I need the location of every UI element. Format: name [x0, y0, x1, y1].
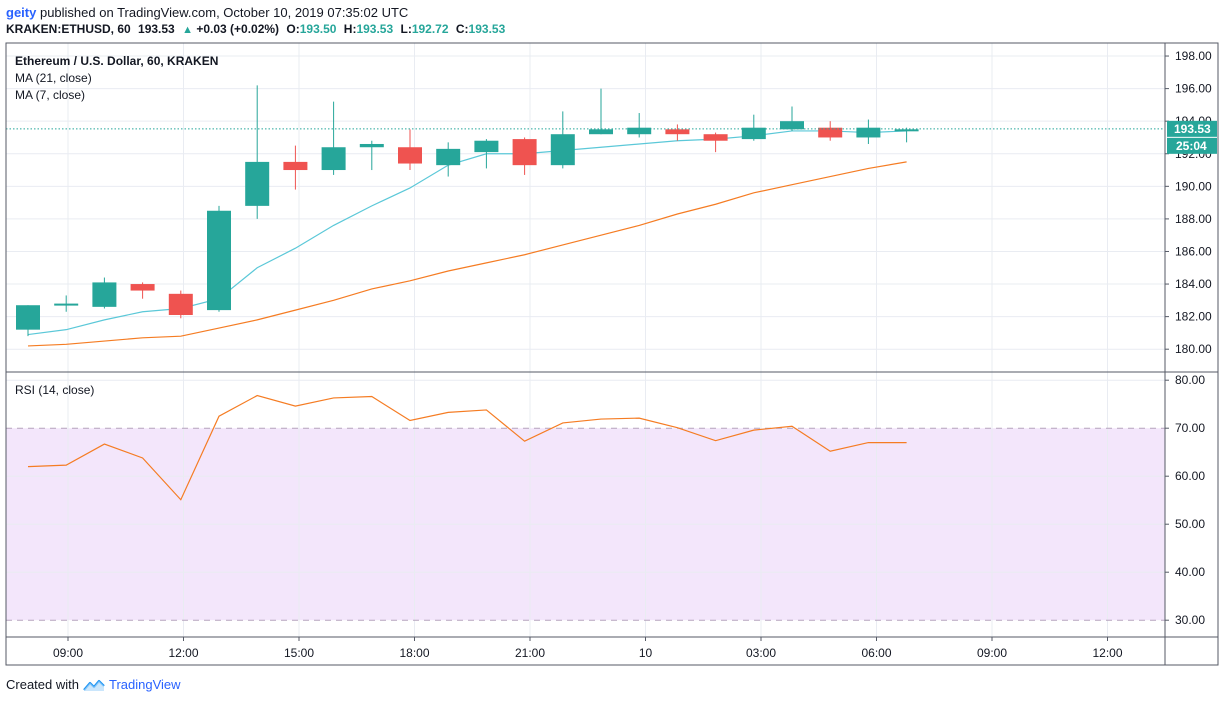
- chart-title: Ethereum / U.S. Dollar, 60, KRAKEN: [15, 54, 218, 68]
- tradingview-link[interactable]: TradingView: [108, 677, 181, 692]
- candle-body: [359, 143, 384, 148]
- open-label: O:: [286, 22, 300, 36]
- close-label: C:: [455, 22, 469, 36]
- candle-body: [818, 127, 843, 138]
- candle-body: [130, 284, 155, 291]
- time-tick-label: 21:00: [515, 646, 545, 660]
- candle-body: [16, 305, 40, 330]
- price-tick-label: 188.00: [1175, 212, 1212, 226]
- time-tick-label: 12:00: [1092, 646, 1122, 660]
- candle-body: [665, 129, 690, 135]
- ma21-line: [27, 161, 907, 347]
- rsi-tick-label: 70.00: [1175, 421, 1205, 435]
- chart-frame: [5, 42, 1219, 666]
- price-tick-label: 198.00: [1175, 49, 1212, 63]
- last-price-tag: [1167, 120, 1217, 137]
- candle-body: [54, 303, 79, 306]
- rsi-tick-label: 30.00: [1175, 613, 1205, 627]
- candle-body: [627, 127, 652, 135]
- candle-body: [436, 148, 461, 166]
- footer: Created with TradingView: [6, 677, 181, 692]
- time-tick-label: 09:00: [53, 646, 83, 660]
- candle-body: [550, 134, 575, 166]
- price-tick-label: 196.00: [1175, 82, 1212, 96]
- price-tick-label: 186.00: [1175, 244, 1212, 258]
- candle-body: [474, 140, 499, 153]
- last-price-tag-label: 193.53: [1174, 122, 1211, 136]
- ma21-legend: MA (21, close): [15, 71, 92, 85]
- price-tick-label: 184.00: [1175, 277, 1212, 291]
- time-tick-label: 12:00: [168, 646, 198, 660]
- up-arrow-icon: ▲: [182, 24, 193, 36]
- low-label: L:: [400, 22, 412, 36]
- ohlc-line: KRAKEN:ETHUSD, 60 193.53 ▲ +0.03 (+0.02%…: [6, 22, 505, 36]
- ma7-line: [27, 130, 907, 336]
- countdown-tag-label: 25:04: [1176, 139, 1207, 153]
- candle-body: [894, 129, 919, 132]
- candle-body: [321, 147, 346, 171]
- price-tick-label: 180.00: [1175, 342, 1212, 356]
- created-with-text: Created with: [6, 677, 79, 692]
- last-price: 193.53: [138, 22, 175, 36]
- candle-body: [703, 134, 728, 141]
- ma7-legend: MA (7, close): [15, 88, 85, 102]
- low-value: 192.72: [411, 22, 449, 36]
- time-tick-label: 10: [639, 646, 653, 660]
- change-value: +0.03 (+0.02%): [196, 22, 280, 36]
- candle-body: [512, 139, 537, 166]
- time-tick-label: 09:00: [977, 646, 1007, 660]
- tradingview-logo-icon: [83, 679, 105, 691]
- candle-body: [168, 293, 193, 315]
- close-value: 193.53: [468, 22, 506, 36]
- candle-body: [780, 121, 804, 130]
- time-tick-label: 18:00: [399, 646, 429, 660]
- publisher-name[interactable]: geity: [6, 5, 37, 20]
- rsi-legend: RSI (14, close): [15, 383, 94, 397]
- candle-body: [398, 147, 422, 164]
- candle-body: [92, 282, 117, 307]
- rsi-tick-label: 80.00: [1175, 373, 1205, 387]
- open-value: 193.50: [299, 22, 337, 36]
- candle-body: [245, 161, 270, 206]
- candle-body: [207, 210, 231, 311]
- candle-body: [283, 161, 308, 171]
- high-label: H:: [343, 22, 357, 36]
- price-tick-label: 190.00: [1175, 179, 1212, 193]
- countdown-tag: [1167, 137, 1217, 154]
- price-tick-label: 182.00: [1175, 310, 1212, 324]
- rsi-tick-label: 40.00: [1175, 565, 1205, 579]
- time-tick-label: 15:00: [284, 646, 314, 660]
- time-tick-label: 03:00: [746, 646, 776, 660]
- publish-line: geity published on TradingView.com, Octo…: [6, 5, 408, 20]
- high-value: 193.53: [356, 22, 394, 36]
- candle-body: [856, 127, 881, 138]
- rsi-line: [27, 394, 907, 501]
- symbol-label: KRAKEN:ETHUSD, 60: [6, 22, 131, 36]
- published-text: published on TradingView.com, October 10…: [39, 5, 409, 20]
- candle-body: [589, 129, 613, 135]
- time-tick-label: 06:00: [861, 646, 891, 660]
- candle-body: [741, 127, 766, 140]
- rsi-tick-label: 50.00: [1175, 517, 1205, 531]
- rsi-tick-label: 60.00: [1175, 469, 1205, 483]
